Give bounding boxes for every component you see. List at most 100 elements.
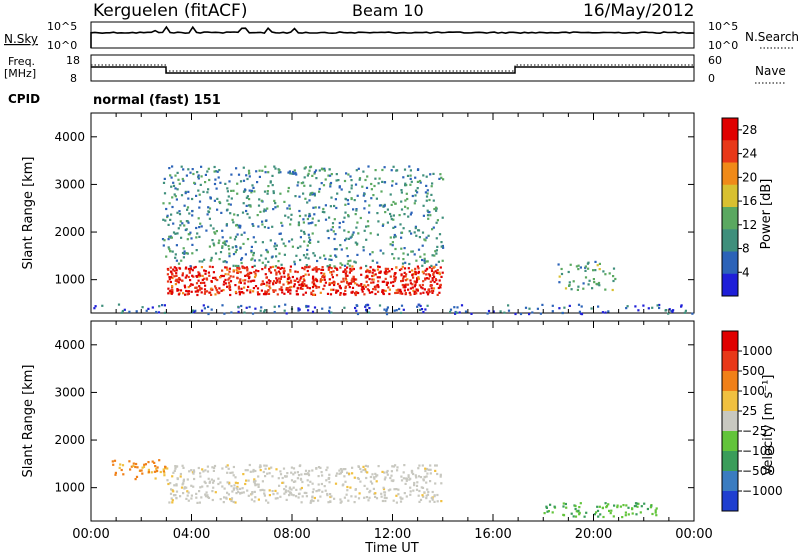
data-cell bbox=[407, 474, 410, 477]
data-cell bbox=[313, 306, 317, 309]
power-colorbar-swatch bbox=[722, 140, 738, 163]
data-cell bbox=[302, 181, 305, 184]
data-cell bbox=[402, 277, 405, 280]
data-cell bbox=[179, 224, 182, 227]
data-cell bbox=[251, 265, 254, 269]
data-cell bbox=[179, 289, 183, 292]
data-cell bbox=[232, 253, 236, 256]
data-cell bbox=[269, 287, 272, 290]
data-cell bbox=[612, 275, 615, 278]
data-cell bbox=[269, 271, 273, 274]
data-cell bbox=[113, 459, 117, 462]
data-cell bbox=[283, 253, 286, 256]
velocity-ytick: 3000 bbox=[54, 385, 85, 399]
data-cell bbox=[436, 493, 439, 497]
data-cell bbox=[311, 217, 314, 220]
data-cell bbox=[259, 210, 262, 213]
data-cell bbox=[310, 499, 313, 502]
data-cell bbox=[354, 293, 357, 297]
data-cell bbox=[269, 239, 272, 242]
data-cell bbox=[229, 236, 232, 239]
data-cell bbox=[310, 293, 313, 296]
data-cell bbox=[261, 261, 264, 264]
data-cell bbox=[181, 251, 185, 255]
data-cell bbox=[295, 173, 298, 176]
data-cell bbox=[422, 174, 425, 177]
data-cell bbox=[365, 225, 368, 228]
data-cell bbox=[264, 257, 267, 260]
data-cell bbox=[200, 225, 203, 228]
data-cell bbox=[234, 476, 237, 479]
data-cell bbox=[243, 267, 246, 270]
data-cell bbox=[242, 292, 245, 295]
data-cell bbox=[296, 277, 299, 280]
data-cell bbox=[297, 309, 300, 312]
data-cell bbox=[392, 218, 395, 221]
data-cell bbox=[101, 304, 104, 307]
data-cell bbox=[229, 288, 232, 291]
data-cell bbox=[426, 214, 430, 217]
data-cell bbox=[198, 235, 201, 238]
data-cell bbox=[386, 306, 389, 309]
data-cell bbox=[355, 169, 358, 172]
data-cell bbox=[191, 311, 194, 314]
data-cell bbox=[578, 511, 581, 514]
data-cell bbox=[434, 482, 437, 485]
data-cell bbox=[248, 216, 251, 219]
data-cell bbox=[413, 202, 416, 205]
data-cell bbox=[432, 172, 435, 175]
data-cell bbox=[382, 488, 386, 491]
data-cell bbox=[442, 178, 445, 181]
data-cell bbox=[288, 487, 291, 490]
data-cell bbox=[263, 494, 266, 497]
data-cell bbox=[165, 207, 168, 211]
data-cell bbox=[436, 293, 439, 296]
data-cell bbox=[380, 190, 383, 193]
data-cell bbox=[191, 274, 194, 277]
data-cell bbox=[381, 168, 384, 172]
data-cell bbox=[345, 493, 348, 496]
data-cell bbox=[315, 490, 318, 493]
data-cell bbox=[211, 466, 214, 469]
data-cell bbox=[265, 281, 269, 284]
data-cell bbox=[290, 218, 293, 221]
data-cell bbox=[230, 485, 233, 488]
data-cell bbox=[169, 280, 172, 284]
data-cell bbox=[134, 478, 137, 481]
data-cell bbox=[332, 230, 335, 233]
data-cell bbox=[343, 179, 347, 183]
data-cell bbox=[416, 168, 420, 171]
data-cell bbox=[218, 258, 221, 261]
data-cell bbox=[350, 495, 353, 498]
data-cell bbox=[435, 249, 438, 252]
data-cell bbox=[287, 216, 290, 219]
data-cell bbox=[309, 222, 312, 225]
velocity-colorbar-tick: −25 bbox=[742, 424, 767, 438]
data-cell bbox=[156, 466, 159, 469]
data-cell bbox=[366, 471, 369, 474]
data-cell bbox=[240, 257, 244, 260]
data-cell bbox=[427, 277, 430, 280]
data-cell bbox=[404, 182, 407, 185]
data-cell bbox=[228, 287, 231, 290]
data-cell bbox=[366, 487, 369, 490]
data-cell bbox=[378, 276, 381, 279]
data-cell bbox=[307, 305, 310, 308]
data-cell bbox=[402, 258, 405, 261]
data-cell bbox=[410, 469, 413, 472]
data-cell bbox=[624, 511, 627, 514]
data-cell bbox=[300, 283, 303, 286]
data-cell bbox=[199, 222, 202, 225]
data-cell bbox=[305, 264, 308, 267]
data-cell bbox=[257, 483, 260, 486]
data-cell bbox=[342, 468, 345, 471]
data-cell bbox=[330, 173, 333, 176]
data-cell bbox=[128, 460, 131, 463]
nave-label: Nave bbox=[755, 64, 786, 78]
data-cell bbox=[412, 289, 415, 292]
data-cell bbox=[572, 280, 575, 283]
data-cell bbox=[303, 184, 306, 187]
data-cell bbox=[402, 275, 405, 278]
data-cell bbox=[356, 253, 359, 256]
data-cell bbox=[263, 464, 266, 467]
